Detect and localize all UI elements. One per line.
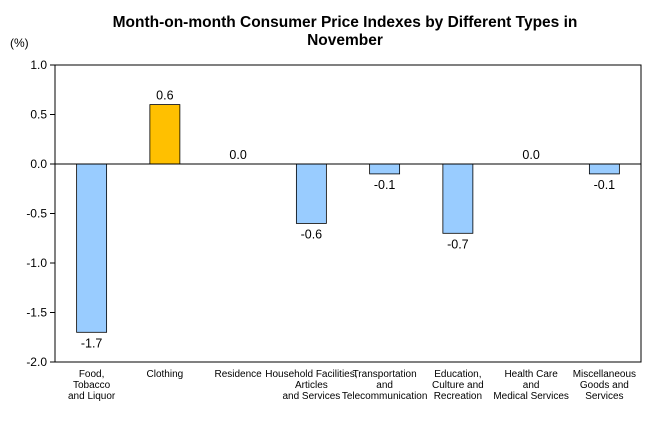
x-category-label-line: Articles [295, 380, 328, 391]
x-category-label-line: Health Care [504, 369, 558, 380]
x-category-label: Miscellaneous Goods and Services [573, 369, 636, 402]
bar-value-label: -1.7 [81, 336, 103, 350]
y-tick-label: -0.5 [26, 207, 47, 221]
x-category-label-line: Telecommunication [342, 391, 428, 402]
y-tick-label: -1.5 [26, 306, 47, 320]
x-category-label: Clothing [147, 369, 184, 380]
y-axis: 1.0 0.5 0.0 -0.5 -1.0 -1.5 -2.0 [26, 58, 55, 369]
x-category-label-line: and Liquor [68, 391, 116, 402]
chart-title-line-2: November [307, 32, 383, 49]
bar-value-label: 0.0 [229, 148, 246, 162]
x-category-label-line: Goods and [580, 380, 629, 391]
data-labels-group: -1.7 0.6 0.0 -0.6 -0.1 -0.7 0.0 -0.1 [81, 89, 615, 351]
y-tick-label: -2.0 [26, 355, 47, 369]
x-category-label-line: Miscellaneous [573, 369, 636, 380]
y-tick-label: -1.0 [26, 256, 47, 270]
x-category-label: Residence [214, 369, 262, 380]
x-category-label-line: Services [585, 391, 623, 402]
chart-title-line-1: Month-on-month Consumer Price Indexes by… [113, 14, 578, 31]
plot-area-frame [54, 64, 642, 363]
x-category-label: Transportation and Telecommunication [342, 369, 428, 402]
x-category-label-line: Education, [434, 369, 481, 380]
x-category-label-line: Transportation [353, 369, 417, 380]
bar-value-label: -0.1 [374, 178, 396, 192]
x-category-label-line: Residence [214, 369, 262, 380]
bar [295, 163, 327, 224]
x-category-label: Food, Tobacco and Liquor [68, 369, 116, 402]
y-tick-label: 0.5 [30, 108, 47, 122]
x-category-label: Education, Culture and Recreation [432, 369, 484, 402]
x-category-label-line: and [523, 380, 540, 391]
y-axis-unit-label: (%) [10, 36, 29, 50]
x-category-label-line: Household Facilities, [265, 369, 357, 380]
x-category-label-line: and [376, 380, 393, 391]
x-category-label-line: and Services [282, 391, 340, 402]
x-category-label-line: Culture and [432, 380, 484, 391]
bar [76, 163, 108, 333]
bar [588, 163, 620, 175]
x-category-label-line: Recreation [434, 391, 482, 402]
y-tick-label: 0.0 [30, 157, 47, 171]
bar [369, 163, 401, 175]
bar-value-label: 0.0 [522, 148, 539, 162]
bar-value-label: 0.6 [156, 89, 173, 103]
x-category-label: Health Care and Medical Services [493, 369, 569, 402]
x-category-label: Household Facilities, Articles and Service… [265, 369, 357, 402]
x-category-label-line: Clothing [147, 369, 184, 380]
bars-group [76, 104, 620, 333]
bar-value-label: -0.1 [594, 178, 616, 192]
bar [149, 104, 181, 165]
bar-value-label: -0.7 [447, 237, 469, 251]
bar [442, 163, 474, 234]
x-category-label-line: Tobacco [73, 380, 111, 391]
bar-value-label: -0.6 [301, 227, 323, 241]
y-tick-label: 1.0 [30, 58, 47, 72]
x-category-label-line: Medical Services [493, 391, 569, 402]
x-category-label-line: Food, [79, 369, 105, 380]
